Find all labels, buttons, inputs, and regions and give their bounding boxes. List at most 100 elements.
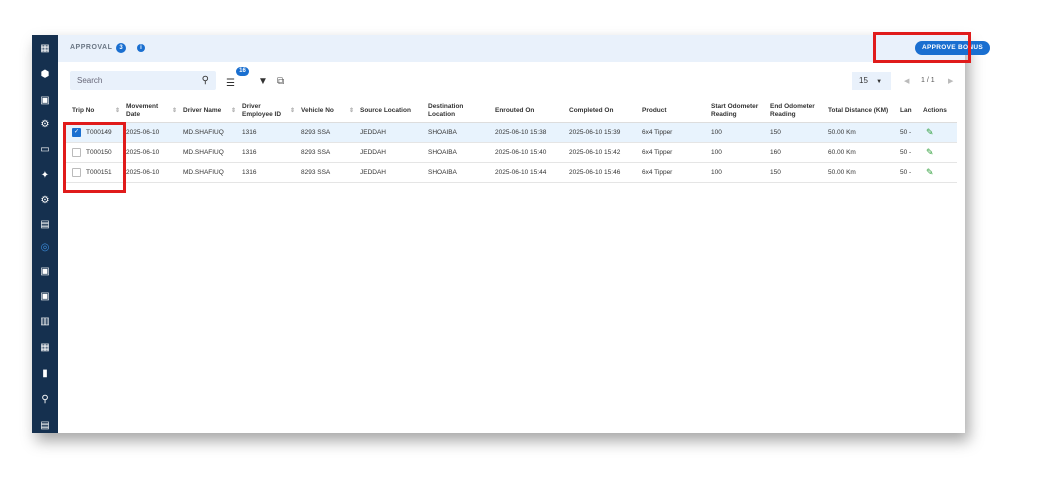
column-header[interactable]: Destination Location: [425, 100, 492, 123]
column-header-label: Product: [642, 107, 667, 114]
column-header[interactable]: Enrouted On: [492, 100, 566, 123]
table-cell: JEDDAH: [357, 142, 425, 163]
page-title: APPROVAL: [70, 44, 113, 51]
column-header[interactable]: End Odometer Reading: [767, 100, 825, 123]
column-header[interactable]: Completed On: [566, 100, 639, 123]
column-header[interactable]: Actions: [920, 100, 957, 123]
table-cell: 150: [767, 162, 825, 183]
table-cell: JEDDAH: [357, 122, 425, 143]
column-count-badge: 16: [236, 67, 249, 76]
cell-value: MD.SHAFIUQ: [183, 149, 224, 156]
table-cell: 60.00 Km: [825, 142, 897, 163]
next-page-icon[interactable]: ▶: [948, 78, 954, 85]
count-badge: 3: [116, 43, 126, 53]
table-cell: 50 -: [897, 142, 920, 163]
cube-add-icon[interactable]: ⬢: [40, 69, 50, 80]
search-icon[interactable]: ⚲: [201, 75, 209, 86]
nodes-icon[interactable]: ⚙: [40, 119, 50, 130]
table-cell: T000150: [63, 142, 123, 163]
dashboard-icon[interactable]: ▦: [40, 43, 50, 54]
table-row[interactable]: T000150 2025-06-10 MD.SHAFIUQ 1316 8293 SSA J…: [63, 142, 957, 163]
column-header[interactable]: Source Location: [357, 100, 425, 123]
row-checkbox[interactable]: [72, 148, 81, 157]
column-header[interactable]: Vehicle No ⇕: [298, 100, 357, 123]
edit-icon[interactable]: ✎: [926, 127, 934, 137]
column-header[interactable]: Start Odometer Reading: [708, 100, 767, 123]
building-icon[interactable]: ▦: [40, 342, 50, 353]
highlight-trip-selection: [63, 122, 126, 193]
column-settings-icon[interactable]: ☰: [226, 78, 235, 89]
trips-table: Trip No ⇕ Movement Date ⇕ Driver Name ⇕ Driver…: [63, 100, 957, 183]
app-window: ▦ ⬢ ▣ ⚙ ▭ ✦ ⚙ ▤ ◎ ▣ ▣ ▥ ▦ ▮ ⚲ ▤ APPROVAL 3 i APPROVE BO…: [32, 35, 990, 433]
table-cell: 50 -: [897, 122, 920, 143]
bus-settings-icon[interactable]: ▣: [40, 95, 50, 106]
column-header-label: Lan: [900, 107, 912, 114]
table-cell: 2025-06-10 15:40: [492, 142, 566, 163]
money-icon[interactable]: ▭: [40, 144, 50, 155]
prev-page-icon[interactable]: ◀: [904, 78, 910, 85]
highlight-approve-button: [873, 32, 971, 63]
column-header[interactable]: Total Distance (KM): [825, 100, 897, 123]
truck-settings-icon[interactable]: ▣: [40, 266, 50, 277]
row-checkbox[interactable]: [72, 168, 81, 177]
sort-icon[interactable]: ⇕: [230, 108, 236, 114]
chevron-down-icon: ▼: [876, 79, 883, 85]
cell-value: 2025-06-10 15:42: [569, 149, 621, 156]
page-size-select[interactable]: 15 ▼: [852, 72, 891, 90]
truck-icon[interactable]: ▥: [40, 316, 50, 327]
check-circle-icon[interactable]: ◎: [40, 242, 50, 253]
cell-value: 2025-06-10: [126, 129, 160, 136]
table-cell: 50.00 Km: [825, 162, 897, 183]
edit-icon[interactable]: ✎: [926, 147, 934, 157]
bus-icon[interactable]: ▣: [40, 291, 50, 302]
column-header[interactable]: Lan: [897, 100, 920, 123]
sort-icon[interactable]: ⇕: [348, 108, 354, 114]
table-cell: 6x4 Tipper: [639, 162, 708, 183]
table-cell: 2025-06-10 15:42: [566, 142, 639, 163]
clear-filter-icon[interactable]: ⧉: [277, 76, 285, 87]
sparkle-icon[interactable]: ✦: [40, 170, 50, 181]
column-header[interactable]: Trip No ⇕: [63, 100, 123, 123]
table-cell: T000151: [63, 162, 123, 183]
route-icon[interactable]: ⚲: [41, 394, 49, 405]
cell-value: 2025-06-10 15:39: [569, 129, 621, 136]
sort-icon[interactable]: ⇕: [171, 108, 177, 114]
card-icon[interactable]: ▤: [40, 219, 50, 230]
table-row[interactable]: T000151 2025-06-10 MD.SHAFIUQ 1316 8293 SSA J…: [63, 162, 957, 183]
cell-value: 50.00 Km: [828, 129, 856, 136]
cell-value: 100: [711, 129, 722, 136]
table-cell: 50 -: [897, 162, 920, 183]
info-icon[interactable]: i: [137, 44, 145, 52]
table-cell: 1316: [239, 142, 298, 163]
report-icon[interactable]: ▤: [40, 420, 50, 431]
search-input[interactable]: Search ⚲: [70, 71, 216, 90]
cell-value: 150: [770, 169, 781, 176]
table-cell: 160: [767, 142, 825, 163]
table-cell: 1316: [239, 162, 298, 183]
nodes-icon-2[interactable]: ⚙: [40, 195, 50, 206]
column-header[interactable]: Movement Date ⇕: [123, 100, 180, 123]
column-header[interactable]: Driver Name ⇕: [180, 100, 239, 123]
column-header-label: Trip No: [72, 107, 95, 114]
sort-icon[interactable]: ⇕: [114, 108, 120, 114]
approve-bonus-button[interactable]: APPROVE BONUS: [915, 41, 990, 55]
column-header[interactable]: Driver Employee ID ⇕: [239, 100, 298, 123]
table-cell: 2025-06-10: [123, 122, 180, 143]
row-checkbox[interactable]: ✓: [72, 128, 81, 137]
table-cell: JEDDAH: [357, 162, 425, 183]
book-icon[interactable]: ▮: [42, 368, 48, 379]
table-cell: 8293 SSA: [298, 162, 357, 183]
column-header-label: Driver Employee ID: [242, 103, 282, 118]
table-cell: SHOAIBA: [425, 122, 492, 143]
column-header[interactable]: Product: [639, 100, 708, 123]
filter-icon[interactable]: ▼: [258, 76, 268, 87]
cell-value: 1316: [242, 129, 257, 136]
table-row[interactable]: ✓ T000149 2025-06-10 MD.SHAFIUQ 1316 8293 SSA…: [63, 122, 957, 143]
column-header-label: Movement Date: [126, 103, 159, 118]
cell-value: 6x4 Tipper: [642, 129, 673, 136]
cell-value: 1316: [242, 149, 257, 156]
sort-icon[interactable]: ⇕: [289, 108, 295, 114]
cell-value: JEDDAH: [360, 149, 387, 156]
edit-icon[interactable]: ✎: [926, 167, 934, 177]
cell-value: SHOAIBA: [428, 129, 457, 136]
